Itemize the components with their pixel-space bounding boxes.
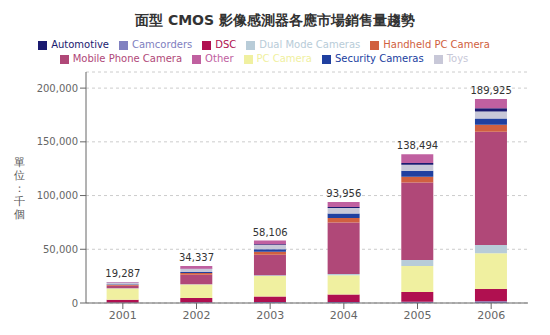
svg-text:93,956: 93,956 [326, 188, 361, 199]
svg-text:2002: 2002 [183, 309, 211, 322]
svg-text:150,000: 150,000 [37, 136, 78, 147]
html-text:Toys: Toys [446, 53, 469, 64]
svg-text:0: 0 [72, 298, 78, 309]
svg-text:2004: 2004 [330, 309, 358, 322]
svg-text:2001: 2001 [109, 309, 137, 322]
html-text:Automotive: Automotive [51, 39, 109, 50]
html-text:Handheld PC Camera: Handheld PC Camera [383, 39, 490, 50]
svg-text:34,337: 34,337 [179, 252, 214, 263]
svg-text:189,925: 189,925 [470, 85, 511, 96]
html-text:Mobile Phone Camera: Mobile Phone Camera [72, 53, 183, 64]
svg-text:19,287: 19,287 [105, 268, 140, 279]
html-text:面型 CMOS 影像感測器各應市場銷售量趨勢: 面型 CMOS 影像感測器各應市場銷售量趨勢 [135, 12, 415, 28]
svg-text:100,000: 100,000 [37, 190, 78, 201]
svg-text:200,000: 200,000 [37, 83, 78, 94]
svg-text:單位：千個: 單位：千個 [14, 155, 25, 220]
html-text:Security Cameras: Security Cameras [334, 53, 424, 64]
html-text:DSC: DSC [215, 39, 237, 50]
svg-text:2005: 2005 [404, 309, 432, 322]
html-text:Dual Mode Cameras: Dual Mode Cameras [259, 39, 361, 50]
svg-text:58,106: 58,106 [253, 227, 288, 238]
svg-text:138,494: 138,494 [397, 140, 438, 151]
svg-text:50,000: 50,000 [43, 244, 78, 255]
html-text:PC Camera: PC Camera [256, 53, 312, 64]
html-text:Camcorders: Camcorders [132, 39, 193, 50]
html-text:Other: Other [205, 53, 234, 64]
svg-text:2003: 2003 [256, 309, 284, 322]
svg-text:2006: 2006 [477, 309, 505, 322]
